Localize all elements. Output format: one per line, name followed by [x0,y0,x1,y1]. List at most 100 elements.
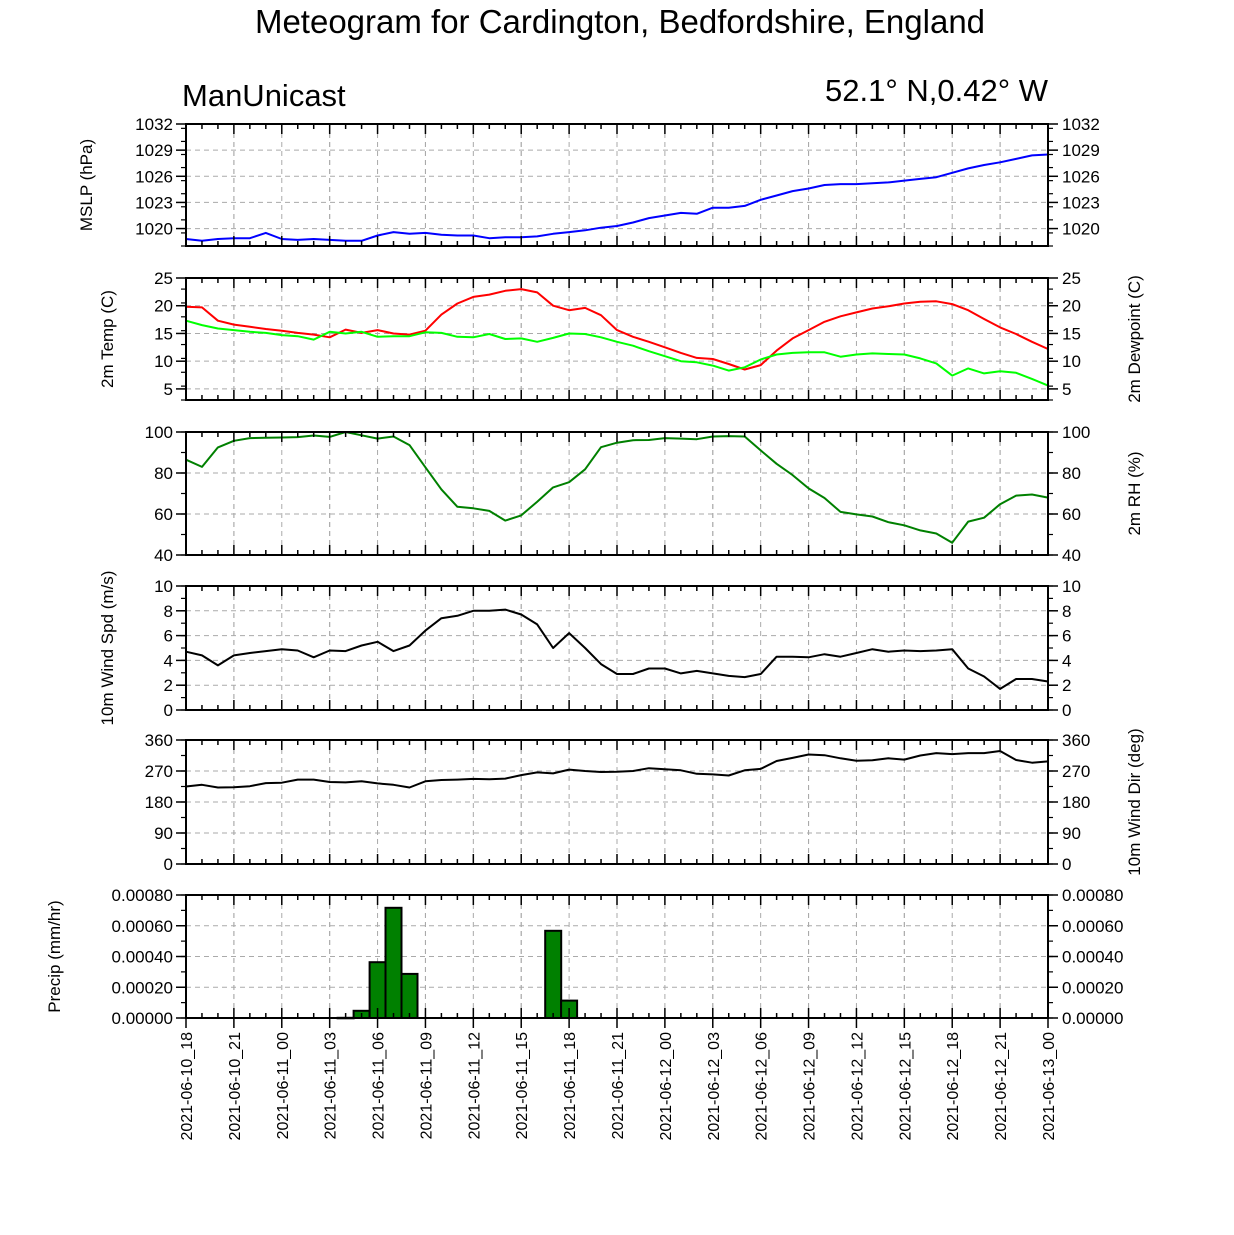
y-tick-label-left: 90 [154,824,173,843]
y-tick-label-left: 15 [154,324,173,343]
y-tick-label-left: 100 [145,423,173,442]
y-axis-title-left: Precip (mm/hr) [45,900,64,1012]
y-tick-label-left: 2 [164,676,173,695]
y-tick-label-right: 0.00060 [1062,917,1123,936]
x-tick-label: 2021-06-12_06 [754,1032,771,1141]
y-tick-label-right: 4 [1062,651,1071,670]
y-axis-title-left: MSLP (hPa) [77,139,96,231]
x-tick-label: 2021-06-11_06 [371,1032,388,1139]
y-tick-label-left: 0.00080 [112,886,173,905]
x-tick-label: 2021-06-12_03 [706,1032,723,1141]
y-tick-label-right: 0.00020 [1062,978,1123,997]
y-tick-label-left: 25 [154,269,173,288]
y-tick-label-left: 60 [154,505,173,524]
panel-4: 0 0 90 90 180 180 270 270 360 360 10m Wind Dir (de… [145,728,1144,875]
chart-title: Meteogram for Cardington, Bedfordshire, … [255,3,985,40]
y-tick-label-right: 180 [1062,793,1090,812]
y-tick-label-left: 10 [154,352,173,371]
x-tick-label: 2021-06-12_18 [945,1032,962,1141]
x-tick-label: 2021-06-11_09 [418,1032,435,1139]
y-tick-label-right: 80 [1062,464,1081,483]
y-tick-label-right: 10 [1062,352,1081,371]
y-tick-label-left: 0.00040 [112,948,173,967]
y-tick-label-left: 270 [145,762,173,781]
y-tick-label-right: 1032 [1062,115,1100,134]
y-tick-label-right: 25 [1062,269,1081,288]
y-tick-label-left: 8 [164,602,173,621]
y-tick-label-right: 90 [1062,824,1081,843]
y-axis-title-right: 2m Dewpoint (C) [1125,275,1144,403]
x-tick-label: 2021-06-12_21 [993,1032,1010,1141]
y-tick-label-left: 4 [164,651,173,670]
y-tick-label-left: 1020 [135,220,173,239]
y-tick-label-left: 10 [154,577,173,596]
y-tick-label-left: 0 [164,701,173,720]
y-tick-label-left: 20 [154,297,173,316]
y-tick-label-left: 1023 [135,193,173,212]
y-tick-label-left: 180 [145,793,173,812]
y-tick-label-right: 0.00040 [1062,948,1123,967]
y-tick-label-left: 0.00020 [112,978,173,997]
y-tick-label-right: 270 [1062,762,1090,781]
y-tick-label-right: 15 [1062,324,1081,343]
panel-3: 0 0 2 2 4 4 6 6 8 8 10 10 10m Wind Spd (m/s) [98,571,1081,726]
y-tick-label-right: 1020 [1062,220,1100,239]
y-tick-label-right: 0 [1062,701,1071,720]
y-axis-title-left: 2m Temp (C) [98,290,117,388]
panel-0: 1020 1020 1023 1023 1026 1026 1029 1029 1032 1032… [77,115,1100,247]
y-tick-label-left: 80 [154,464,173,483]
x-tick-label: 2021-06-10_21 [227,1032,244,1141]
y-tick-label-left: 5 [164,380,173,399]
y-tick-label-left: 0.00000 [112,1009,173,1028]
x-tick-label: 2021-06-11_18 [562,1032,579,1139]
x-tick-label: 2021-06-10_18 [179,1032,196,1141]
precip-bar [384,906,403,1019]
precip-bar [400,972,419,1020]
location-label: 52.1° N,0.42° W [825,73,1049,108]
y-tick-label-right: 100 [1062,423,1090,442]
y-tick-label-left: 6 [164,627,173,646]
y-tick-label-right: 1029 [1062,141,1100,160]
y-tick-label-left: 1029 [135,141,173,160]
y-tick-label-right: 8 [1062,602,1071,621]
y-tick-label-right: 2 [1062,676,1071,695]
y-tick-label-left: 40 [154,546,173,565]
x-tick-label: 2021-06-11_03 [323,1032,340,1139]
series-line-1 [185,319,1049,387]
x-tick-label: 2021-06-12_12 [849,1032,866,1141]
x-tick-label: 2021-06-12_09 [802,1032,819,1141]
y-tick-label-right: 60 [1062,505,1081,524]
y-tick-label-right: 40 [1062,546,1081,565]
series-line-0 [185,608,1049,690]
y-tick-label-right: 10 [1062,577,1081,596]
model-label: ManUnicast [182,78,346,113]
y-tick-label-right: 0.00000 [1062,1009,1123,1028]
y-tick-label-right: 1026 [1062,167,1100,186]
y-tick-label-left: 0 [164,855,173,874]
series-line-0 [185,288,1049,371]
y-tick-label-right: 20 [1062,297,1081,316]
x-tick-label: 2021-06-13_00 [1041,1032,1058,1141]
x-tick-label: 2021-06-12_15 [897,1032,914,1141]
panel-2: 40 40 60 60 80 80 100 100 2m RH (%) [145,423,1144,565]
panel-5: 0.00000 0.00000 0.00020 0.00020 0.00040 0.000… [45,886,1123,1028]
y-tick-label-right: 360 [1062,731,1090,750]
panel-1: 5 5 10 10 15 15 20 20 25 25 2m Temp (C) 2m Dewpoint… [98,269,1144,403]
y-axis-title-left: 10m Wind Spd (m/s) [98,571,117,726]
y-axis-title-right: 10m Wind Dir (deg) [1125,728,1144,875]
y-tick-label-right: 0.00080 [1062,886,1123,905]
y-axis-title-right: 2m RH (%) [1125,451,1144,535]
x-tick-label: 2021-06-11_21 [610,1032,627,1139]
x-tick-label: 2021-06-11_15 [514,1032,531,1139]
y-tick-label-left: 1026 [135,167,173,186]
series-line-0 [185,750,1049,789]
y-tick-label-right: 1023 [1062,193,1100,212]
x-tick-label: 2021-06-12_00 [658,1032,675,1141]
y-tick-label-left: 0.00060 [112,917,173,936]
time-axis-labels: 2021-06-10_18 2021-06-10_21 2021-06-11_00 2… [179,1032,1058,1141]
x-tick-label: 2021-06-11_00 [275,1032,292,1139]
x-tick-label: 2021-06-11_12 [466,1032,483,1139]
